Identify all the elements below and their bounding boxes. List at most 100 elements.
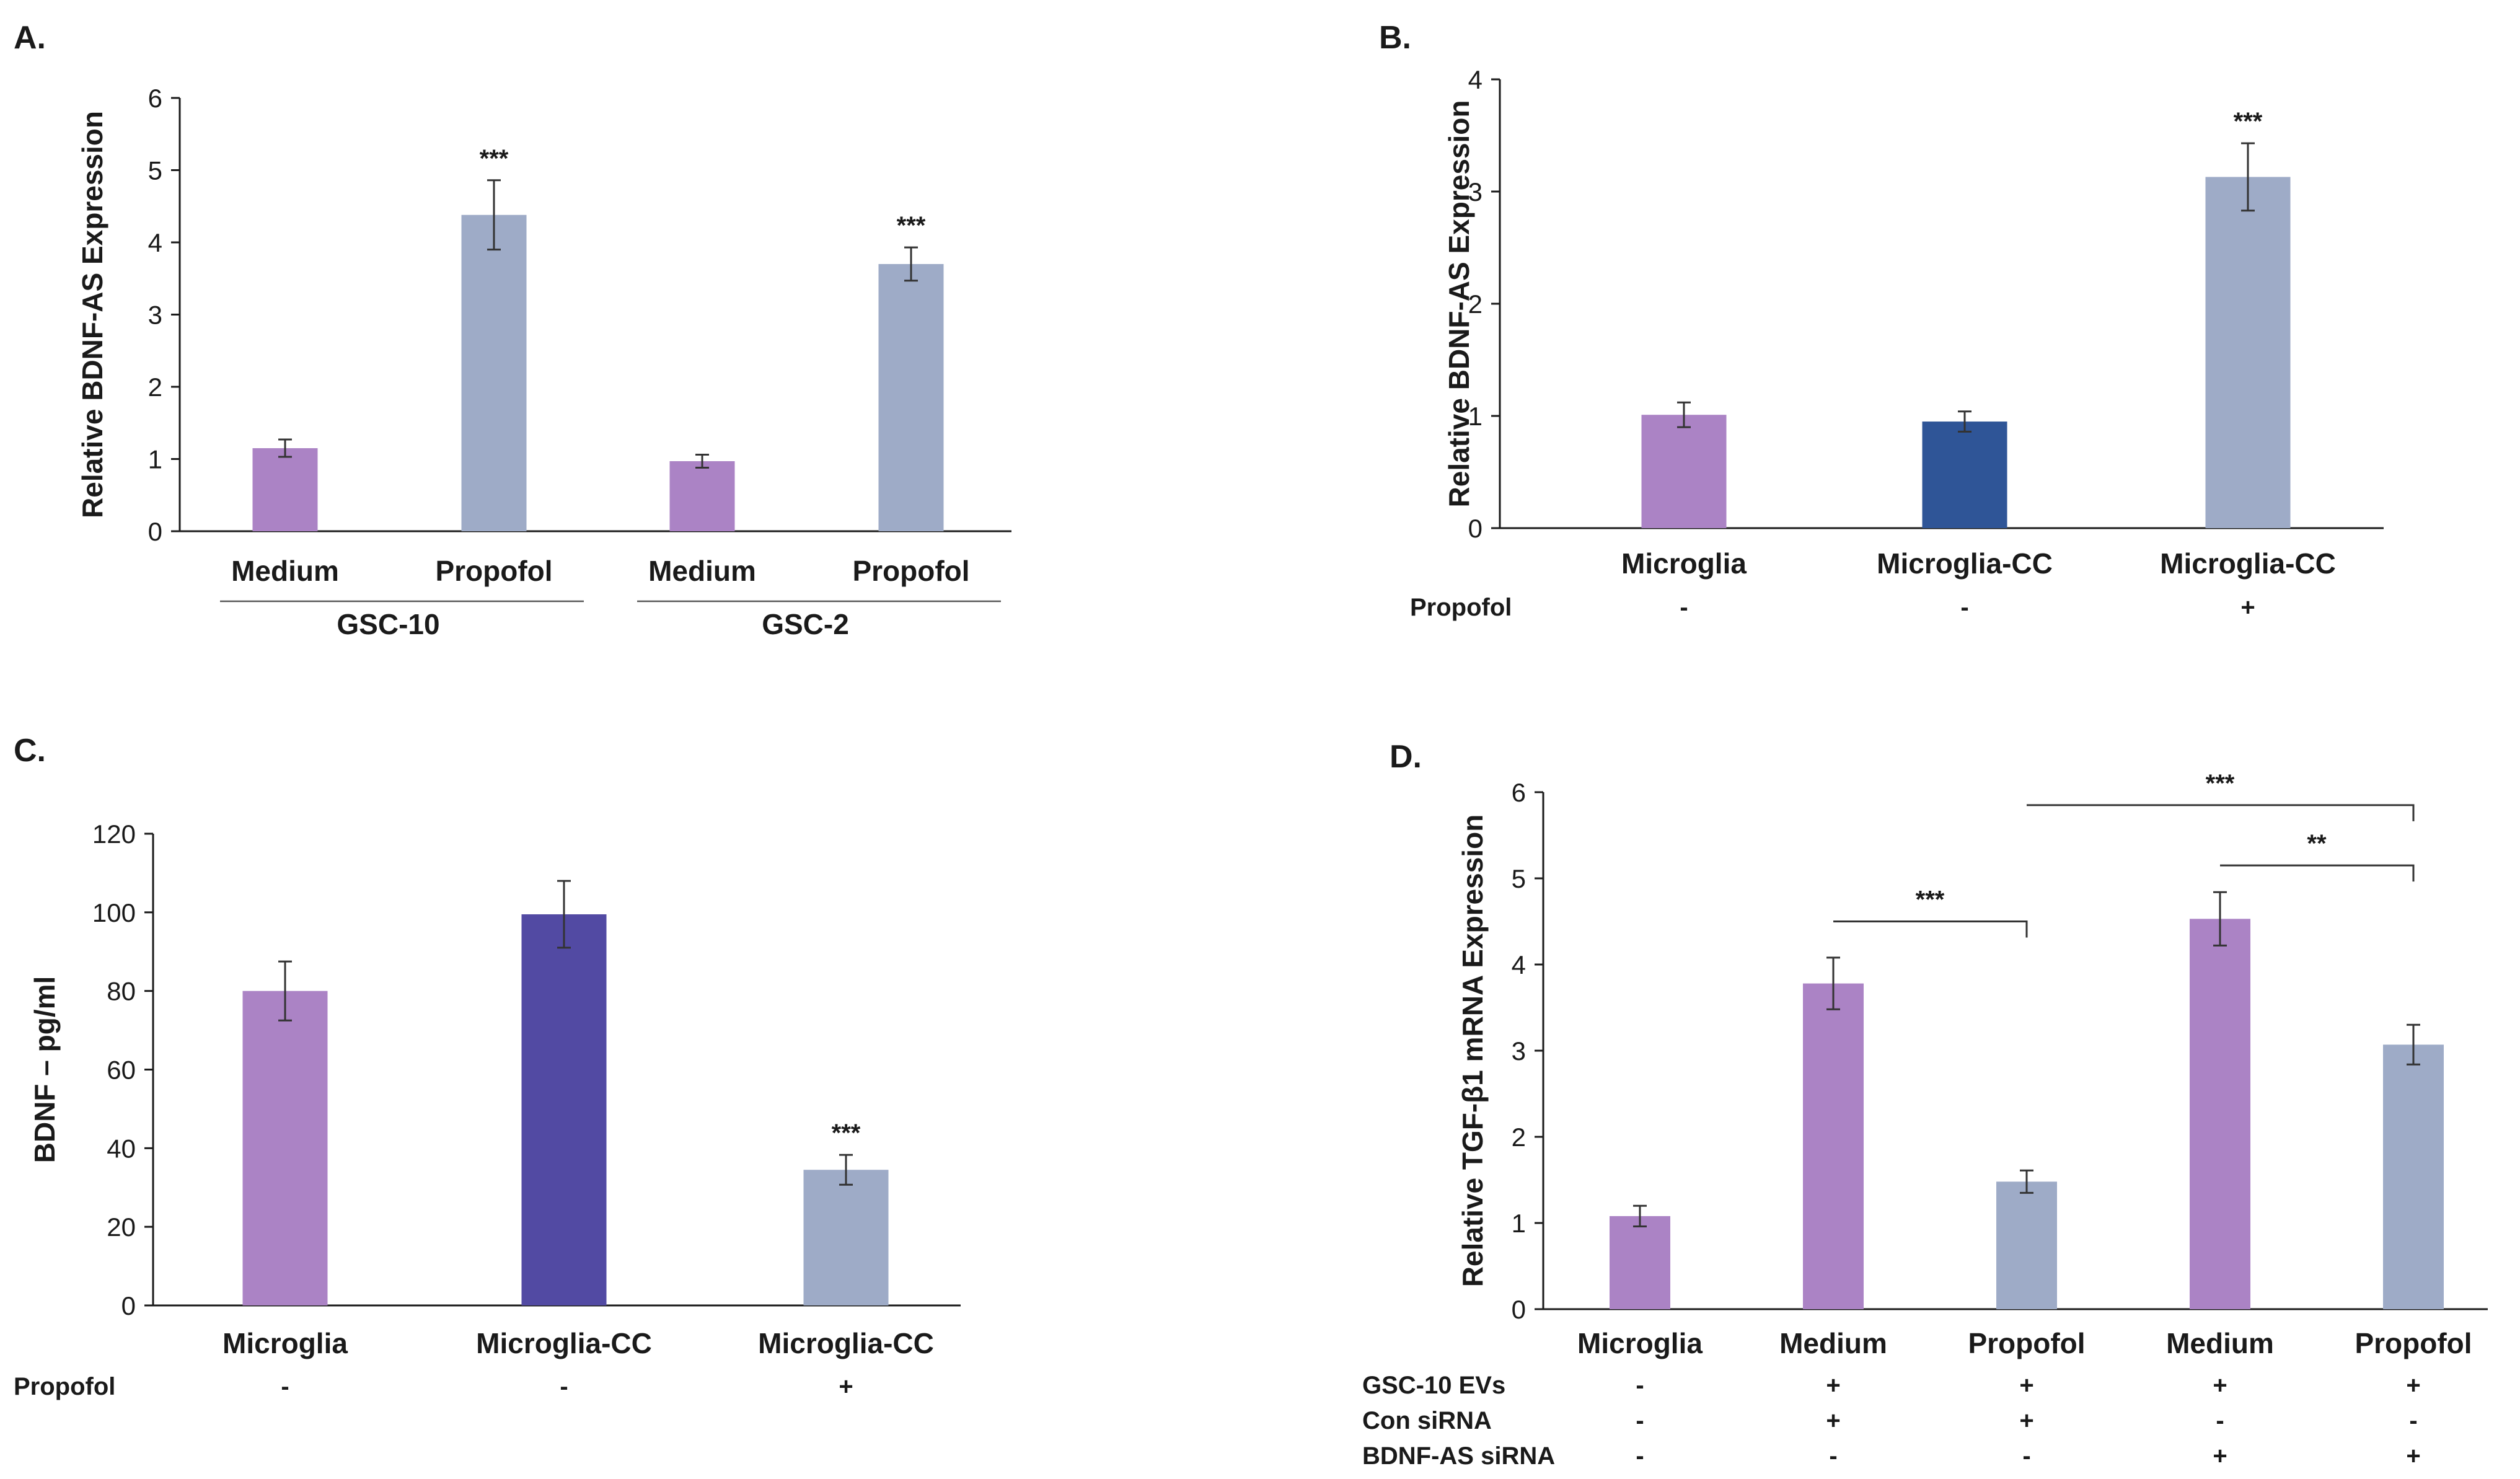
panel-d-comparison-bracket: [2027, 804, 2415, 821]
panel-c-significance-label: ***: [832, 1119, 861, 1147]
panel-c-bar: [521, 914, 607, 1305]
panel-b-category-label: Microglia: [1621, 547, 1747, 580]
panel-c-condition-value: -: [281, 1373, 289, 1400]
panel-a-category-label: Propofol: [852, 555, 969, 587]
panel-b-y-tick-label: 0: [1468, 514, 1482, 543]
panel-a-y-tick-label: 0: [148, 517, 162, 546]
panel-a-bar: [669, 461, 735, 531]
panel-c-y-tick-label: 100: [92, 898, 136, 927]
panel-a-bar: [461, 214, 527, 531]
panel-a-significance-label: ***: [897, 212, 926, 239]
panel-d-category-label: Medium: [1779, 1327, 1887, 1359]
panel-b-category-label: Microglia-CC: [2160, 547, 2336, 580]
panel-d-condition-value: -: [1636, 1372, 1644, 1399]
panel-c-bar: [242, 991, 328, 1305]
panel-b-condition-label: Propofol: [1410, 594, 1512, 621]
panel-d-bar: [1610, 1216, 1670, 1309]
panel-b-y-tick-label: 2: [1468, 289, 1482, 319]
panel-c-y-tick-label: 120: [92, 819, 136, 849]
panel-d-condition-label: BDNF-AS siRNA: [1362, 1442, 1555, 1470]
panel-a-category-label: Medium: [648, 555, 756, 587]
panel-d-y-tick-label: 4: [1512, 950, 1526, 979]
panel-b-bar: [2205, 177, 2291, 529]
panel-d-comparison-label: ***: [1916, 886, 1945, 914]
panel-c-y-tick-label: 0: [121, 1291, 136, 1320]
panel-d-condition-value: -: [2409, 1407, 2417, 1434]
panel-d-bar: [1996, 1181, 2057, 1309]
panel-b-bar: [1641, 415, 1727, 528]
panel-d-y-tick-label: 0: [1512, 1295, 1526, 1324]
panel-a-group-label: GSC-10: [337, 608, 439, 640]
panel-d-bar: [2383, 1044, 2444, 1309]
panel-d-condition-value: -: [1636, 1407, 1644, 1434]
panel-d-condition-value: +: [1826, 1407, 1840, 1434]
panel-a-bar: [878, 263, 944, 531]
panel-d-category-label: Microglia: [1577, 1327, 1703, 1359]
panel-b-condition-value: -: [1680, 594, 1688, 621]
panel-c-condition-value: -: [560, 1373, 568, 1400]
panel-a-y-tick-label: 5: [148, 156, 162, 185]
panel-a-y-tick-label: 1: [148, 445, 162, 474]
panel-a-category-label: Medium: [231, 555, 339, 587]
panel-b-bar: [1922, 422, 2007, 528]
panel-d-comparison-label: **: [2307, 830, 2327, 857]
panel-d-condition-value: +: [2019, 1372, 2033, 1399]
panel-d-y-axis-label: Relative TGF-β1 mRNA Expression: [1456, 815, 1489, 1287]
panel-b-y-axis-label: Relative BDNF-AS Expression: [1443, 100, 1475, 508]
panel-b-y-tick-label: 1: [1468, 402, 1482, 431]
panel-c-y-tick-label: 40: [107, 1134, 136, 1163]
panel-d-category-label: Propofol: [1968, 1327, 2085, 1359]
panel-d-condition-value: -: [1636, 1442, 1644, 1470]
panel-a-y-tick-label: 3: [148, 301, 162, 330]
panel-a-significance-label: ***: [480, 145, 509, 172]
panel-d-y-tick-label: 3: [1512, 1036, 1526, 1066]
panel-a-y-tick-label: 4: [148, 228, 162, 257]
panel-d-comparison-label: ***: [2206, 770, 2235, 797]
panel-c-category-label: Microglia-CC: [476, 1327, 652, 1359]
panel-c-y-tick-label: 60: [107, 1056, 136, 1085]
panel-a-y-axis-label: Relative BDNF-AS Expression: [76, 111, 108, 518]
panel-a-group-label: GSC-2: [762, 608, 849, 640]
panel-d-category-label: Propofol: [2355, 1327, 2472, 1359]
panel-c-bar: [803, 1170, 889, 1305]
panel-c-condition-value: +: [839, 1373, 853, 1400]
panel-d-condition-value: -: [2216, 1407, 2224, 1434]
panel-b-significance-label: ***: [2234, 108, 2263, 135]
panel-d-condition-value: +: [2213, 1442, 2227, 1470]
panel-d-condition-value: -: [2022, 1442, 2030, 1470]
panel-a-category-label: Propofol: [435, 555, 552, 587]
panel-d-condition-value: +: [2019, 1407, 2033, 1434]
panel-d-comparison-bracket: [2220, 864, 2415, 882]
panel-d-y-tick-label: 2: [1512, 1123, 1526, 1152]
panel-c-y-tick-label: 20: [107, 1212, 136, 1242]
panel-d-condition-label: Con siRNA: [1362, 1407, 1492, 1434]
panel-d-condition-value: -: [1829, 1442, 1837, 1470]
panel-a-label: A.: [14, 20, 46, 56]
panel-a-y-tick-label: 6: [148, 84, 162, 113]
panel-d-label: D.: [1390, 739, 1422, 775]
panel-d-y-tick-label: 5: [1512, 864, 1526, 893]
panel-d-category-label: Medium: [2166, 1327, 2274, 1359]
panel-d-bar: [1803, 983, 1864, 1309]
panel-d-comparison-bracket: [1833, 921, 2028, 938]
panel-c-category-label: Microglia: [222, 1327, 348, 1359]
panel-a-y-tick-label: 2: [148, 373, 162, 402]
panel-b-label: B.: [1379, 20, 1411, 56]
panel-c-y-tick-label: 80: [107, 977, 136, 1006]
panel-b-y-tick-label: 3: [1468, 177, 1482, 206]
panel-d-condition-value: +: [2406, 1372, 2420, 1399]
panel-d-bar: [2190, 919, 2250, 1309]
panel-b-y-tick-label: 4: [1468, 65, 1482, 94]
panel-d-condition-value: +: [1826, 1372, 1840, 1399]
panel-c-condition-label: Propofol: [14, 1373, 115, 1400]
panel-c-category-label: Microglia-CC: [758, 1327, 934, 1359]
panel-d-condition-label: GSC-10 EVs: [1362, 1372, 1505, 1399]
panel-a-bar: [252, 448, 318, 531]
panel-d-condition-value: +: [2213, 1372, 2227, 1399]
panel-d-y-tick-label: 1: [1512, 1209, 1526, 1238]
panel-c-y-axis-label: BDNF – pg/ml: [29, 976, 61, 1163]
panel-b-category-label: Microglia-CC: [1877, 547, 2053, 580]
panel-b-condition-value: -: [1960, 594, 1968, 621]
panel-d-condition-value: +: [2406, 1442, 2420, 1470]
